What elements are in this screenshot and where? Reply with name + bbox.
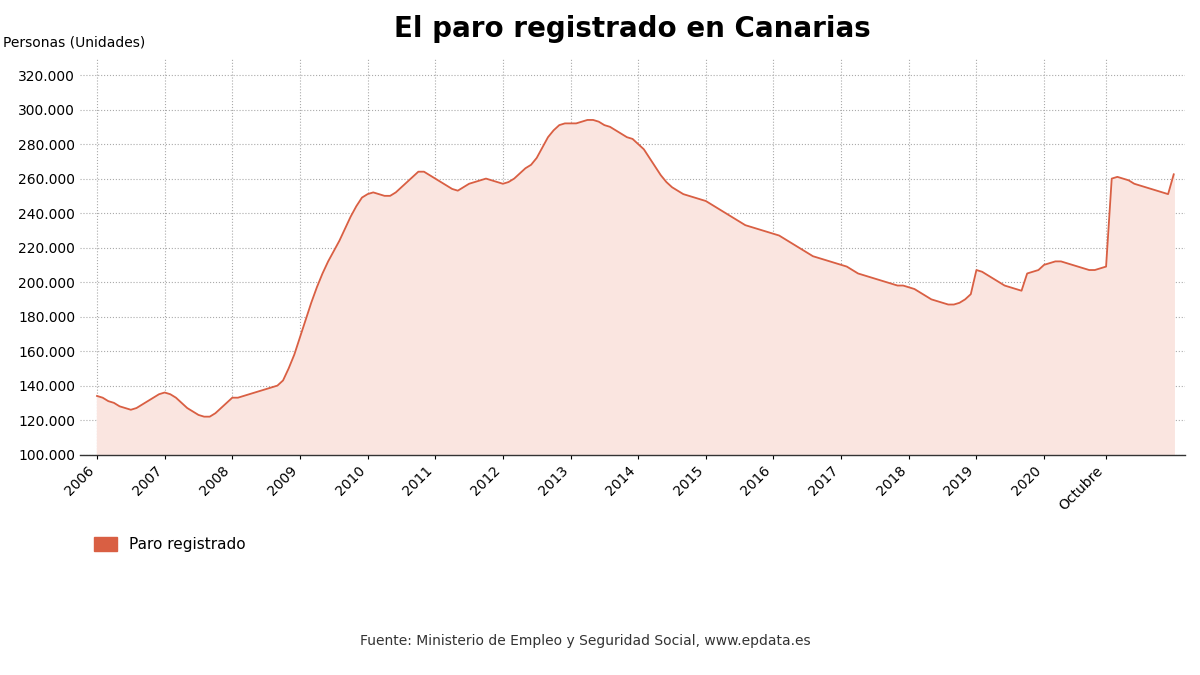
- Text: Fuente: Ministerio de Empleo y Seguridad Social, www.epdata.es: Fuente: Ministerio de Empleo y Seguridad…: [360, 634, 811, 648]
- Legend: Paro registrado: Paro registrado: [88, 531, 252, 558]
- Title: El paro registrado en Canarias: El paro registrado en Canarias: [394, 15, 871, 43]
- Text: Personas (Unidades): Personas (Unidades): [2, 36, 145, 50]
